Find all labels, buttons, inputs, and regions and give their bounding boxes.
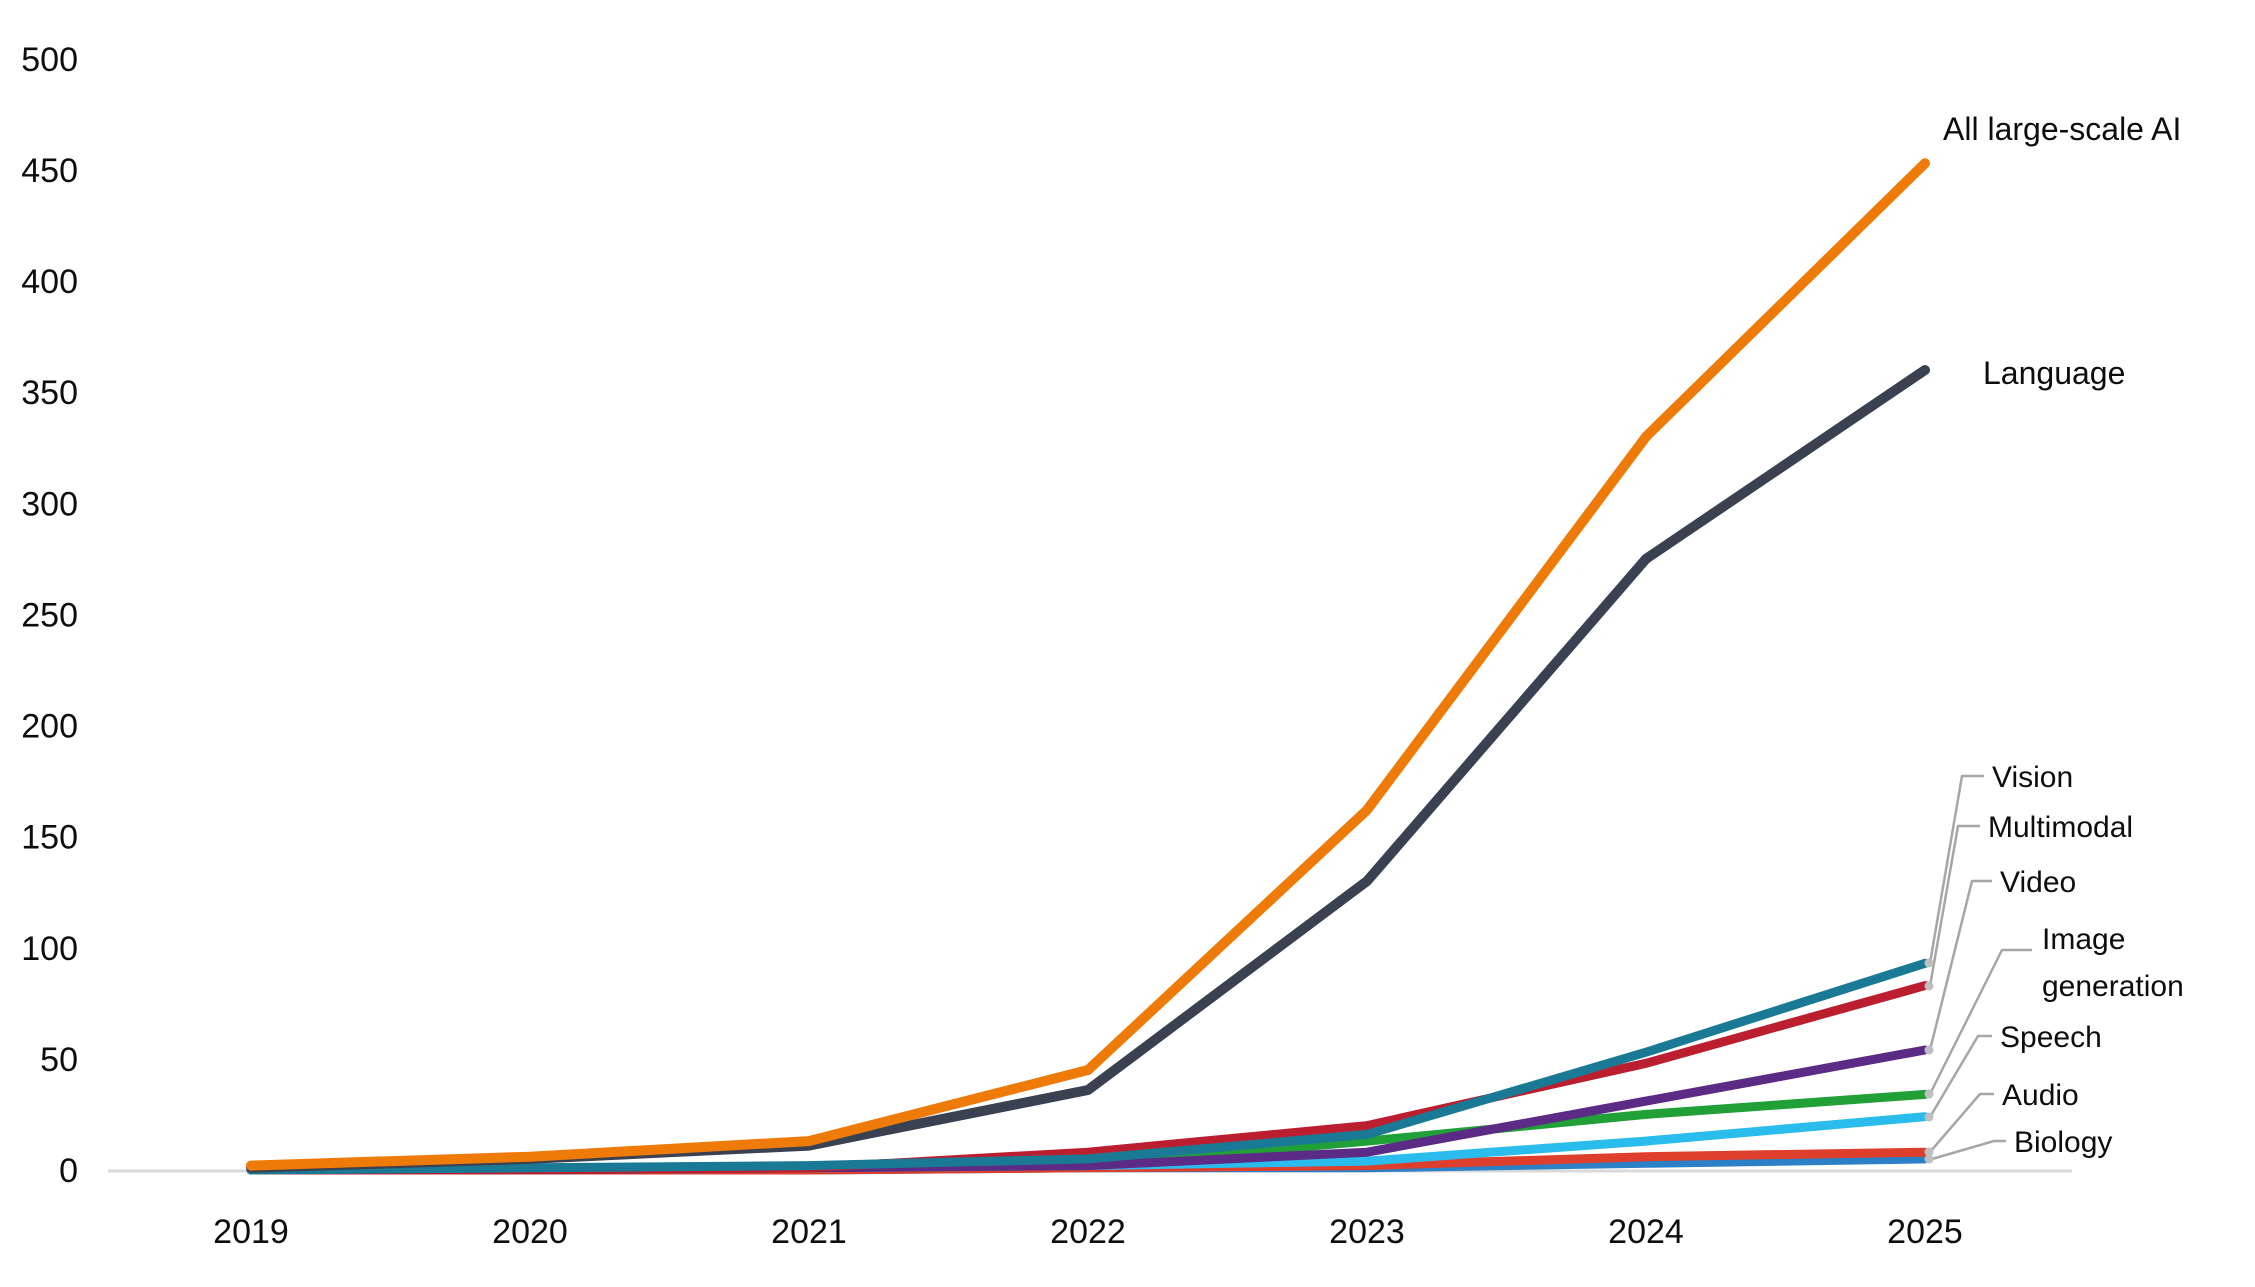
annotation-layer: Biology Audio Speech Image generation Video Mu… xyxy=(1924,111,2184,1164)
y-axis-tick-label: 450 xyxy=(21,152,78,190)
y-axis-tick-label: 300 xyxy=(21,485,78,523)
endpoint-dot-biology xyxy=(1924,1154,1934,1164)
y-axis-tick-label: 350 xyxy=(21,374,78,412)
leader-line-audio xyxy=(1929,1092,1994,1153)
series-line-language xyxy=(246,365,1930,1173)
x-axis-tick-label: 2020 xyxy=(492,1213,568,1251)
leader-line-speech xyxy=(1928,1034,1992,1118)
series-label-audio: Audio xyxy=(2002,1079,2079,1112)
series-label-vision: Vision xyxy=(1992,761,2073,794)
y-axis-tick-label: 500 xyxy=(21,41,78,79)
y-axis-tick-label: 0 xyxy=(59,1152,78,1190)
x-axis-tick-label: 2025 xyxy=(1887,1213,1963,1251)
series-label-image-generation: Image xyxy=(2042,923,2125,956)
leader-line-image-generation xyxy=(1928,948,2032,1095)
series-label-speech: Speech xyxy=(2000,1021,2102,1054)
y-axis-tick-label: 250 xyxy=(21,596,78,634)
leader-line-multimodal xyxy=(1928,824,1980,987)
endpoint-dot-audio xyxy=(1924,1147,1934,1157)
leader-line-biology xyxy=(1931,1139,2006,1161)
x-axis-tick-label: 2021 xyxy=(771,1213,847,1251)
y-axis-tick-label: 50 xyxy=(40,1041,78,1079)
y-axis-tick-label: 400 xyxy=(21,263,78,301)
leader-line-vision xyxy=(1928,774,1984,964)
series-label-multimodal: Multimodal xyxy=(1988,811,2133,844)
x-axis-tick-label: 2024 xyxy=(1608,1213,1684,1251)
endpoint-dot-multimodal xyxy=(1924,981,1934,991)
leader-line-video xyxy=(1928,879,1992,1051)
y-axis-tick-label: 100 xyxy=(21,930,78,968)
y-axis-tick-label: 150 xyxy=(21,819,78,857)
x-axis-tick-label: 2023 xyxy=(1329,1213,1405,1251)
series-label-image-generation: generation xyxy=(2042,970,2184,1003)
series-layer xyxy=(246,158,1930,1175)
series-label-video: Video xyxy=(2000,866,2076,899)
series-label-biology: Biology xyxy=(2014,1126,2112,1159)
series-line-vision xyxy=(246,958,1930,1175)
y-axis-tick-label: 200 xyxy=(21,708,78,746)
endpoint-dot-image-generation xyxy=(1924,1089,1934,1099)
endpoint-dot-vision xyxy=(1924,958,1934,968)
x-axis-tick-label: 2022 xyxy=(1050,1213,1126,1251)
axis-layer: 0 50 100 150 200 250 300 350 400 450 500 2019 2020 20… xyxy=(21,41,2072,1251)
endpoint-dot-speech xyxy=(1924,1112,1934,1122)
endpoint-dot-video xyxy=(1924,1045,1934,1055)
series-line-all-large-scale-ai xyxy=(246,158,1930,1171)
x-axis-tick-label: 2019 xyxy=(213,1213,289,1251)
series-label-language: Language xyxy=(1983,355,2125,391)
series-label-all-large-scale-ai: All large-scale AI xyxy=(1943,111,2181,147)
